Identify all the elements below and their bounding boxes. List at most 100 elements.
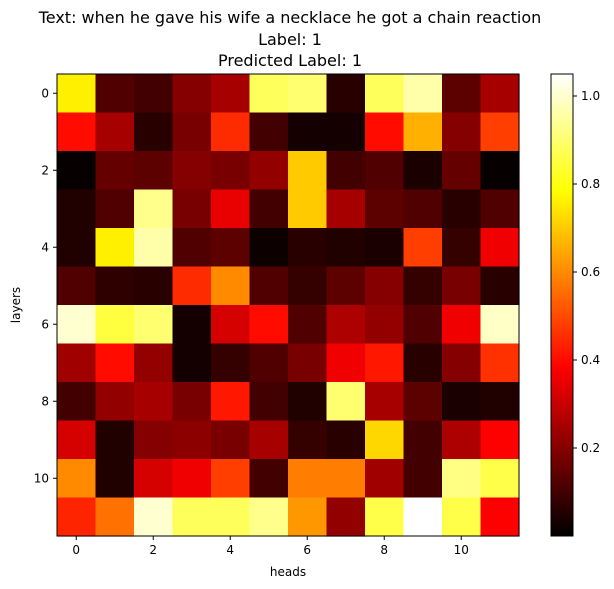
- colorbar-tick-label: 0.6: [581, 265, 600, 279]
- heatmap-cell-r11-c2: [134, 497, 174, 537]
- heatmap-cell-r8-c3: [172, 382, 212, 422]
- heatmap-cell-r0-c4: [211, 74, 251, 114]
- colorbar: [550, 73, 574, 537]
- heatmap-cell-r9-c8: [365, 420, 405, 460]
- heatmap-cell-r2-c10: [442, 151, 482, 191]
- heatmap-cell-r0-c11: [480, 74, 520, 114]
- heatmap-cell-r10-c0: [57, 459, 97, 499]
- heatmap-cell-r4-c4: [211, 228, 251, 268]
- colorbar-ticks: 0.2 0.4 0.6 0.8 1.0: [573, 89, 600, 455]
- heatmap-cell-r1-c2: [134, 112, 174, 152]
- heatmap-cell-r10-c6: [288, 459, 328, 499]
- x-tick-label: 8: [380, 543, 388, 557]
- heatmap-cell-r4-c2: [134, 228, 174, 268]
- heatmap-cell-r0-c6: [288, 74, 328, 114]
- heatmap-cell-r1-c11: [480, 112, 520, 152]
- chart-title-line-3: Predicted Label: 1: [217, 51, 362, 70]
- heatmap-cell-r8-c0: [57, 382, 97, 422]
- heatmap-cell-r6-c9: [403, 305, 443, 345]
- heatmap-cell-r11-c8: [365, 497, 405, 537]
- heatmap-cell-r4-c3: [172, 228, 212, 268]
- heatmap-cell-r7-c9: [403, 343, 443, 383]
- heatmap-cell-r8-c5: [249, 382, 289, 422]
- heatmap-cell-r0-c2: [134, 74, 174, 114]
- heatmap-cell-r2-c8: [365, 151, 405, 191]
- heatmap-cell-r7-c6: [288, 343, 328, 383]
- heatmap-cell-r4-c5: [249, 228, 289, 268]
- heatmap-cell-r6-c6: [288, 305, 328, 345]
- heatmap-cell-r5-c2: [134, 266, 174, 306]
- heatmap-cell-r11-c1: [95, 497, 135, 537]
- heatmap-cell-r10-c9: [403, 459, 443, 499]
- heatmap-cell-r11-c4: [211, 497, 251, 537]
- heatmap-cell-r4-c9: [403, 228, 443, 268]
- heatmap-cell-r2-c7: [326, 151, 366, 191]
- heatmap-cell-r10-c2: [134, 459, 174, 499]
- heatmap-cell-r7-c2: [134, 343, 174, 383]
- heatmap-cell-r6-c2: [134, 305, 174, 345]
- heatmap-cell-r9-c10: [442, 420, 482, 460]
- heatmap-cell-r8-c8: [365, 382, 405, 422]
- heatmap-cell-r3-c2: [134, 189, 174, 229]
- y-tick-label: 0: [41, 86, 49, 100]
- heatmap-cell-r7-c10: [442, 343, 482, 383]
- heatmap-cell-r11-c10: [442, 497, 482, 537]
- x-tick-label: 10: [454, 543, 469, 557]
- heatmap-cell-r0-c0: [57, 74, 97, 114]
- heatmap-cell-r10-c8: [365, 459, 405, 499]
- heatmap-cell-r6-c5: [249, 305, 289, 345]
- heatmap-cell-r7-c8: [365, 343, 405, 383]
- heatmap-cell-r5-c8: [365, 266, 405, 306]
- heatmap-cell-r0-c8: [365, 74, 405, 114]
- heatmap-cell-r0-c3: [172, 74, 212, 114]
- colorbar-tick-label: 0.4: [581, 353, 600, 367]
- heatmap-cell-r6-c10: [442, 305, 482, 345]
- heatmap-cell-r0-c1: [95, 74, 135, 114]
- heatmap-cell-r4-c8: [365, 228, 405, 268]
- heatmap-cell-r11-c11: [480, 497, 520, 537]
- heatmap-cell-r9-c2: [134, 420, 174, 460]
- heatmap-cell-r8-c10: [442, 382, 482, 422]
- heatmap-cell-r9-c9: [403, 420, 443, 460]
- heatmap-cell-r11-c7: [326, 497, 366, 537]
- heatmap-cell-r2-c0: [57, 151, 97, 191]
- heatmap-cell-r5-c10: [442, 266, 482, 306]
- heatmap-cell-r2-c1: [95, 151, 135, 191]
- y-tick-label: 10: [34, 471, 49, 485]
- heatmap-cell-r9-c7: [326, 420, 366, 460]
- heatmap-cell-r1-c10: [442, 112, 482, 152]
- heatmap-cell-r9-c3: [172, 420, 212, 460]
- heatmap-cell-r8-c1: [95, 382, 135, 422]
- heatmap-cell-r8-c9: [403, 382, 443, 422]
- heatmap-cell-r11-c0: [57, 497, 97, 537]
- heatmap-cell-r1-c7: [326, 112, 366, 152]
- heatmap-cell-r7-c11: [480, 343, 520, 383]
- heatmap-cell-r9-c1: [95, 420, 135, 460]
- y-axis-label: layers: [9, 287, 23, 323]
- heatmap-cell-r5-c7: [326, 266, 366, 306]
- heatmap-cell-r3-c8: [365, 189, 405, 229]
- heatmap-cell-r1-c9: [403, 112, 443, 152]
- heatmap-cell-r3-c6: [288, 189, 328, 229]
- heatmap-cell-r8-c7: [326, 382, 366, 422]
- heatmap-cell-r6-c4: [211, 305, 251, 345]
- y-axis-ticks: 0 2 4 6 8 10: [34, 86, 57, 485]
- heatmap-cell-r3-c11: [480, 189, 520, 229]
- heatmap-cell-r2-c11: [480, 151, 520, 191]
- y-tick-label: 4: [41, 240, 49, 254]
- heatmap-cell-r7-c5: [249, 343, 289, 383]
- heatmap-cell-r4-c1: [95, 228, 135, 268]
- heatmap-cell-r9-c11: [480, 420, 520, 460]
- x-tick-label: 6: [303, 543, 311, 557]
- colorbar-tick-label: 0.2: [581, 441, 600, 455]
- heatmap-cell-r7-c3: [172, 343, 212, 383]
- heatmap-cell-r5-c5: [249, 266, 289, 306]
- heatmap-cell-r8-c2: [134, 382, 174, 422]
- heatmap-cell-r0-c10: [442, 74, 482, 114]
- heatmap-cell-r5-c4: [211, 266, 251, 306]
- heatmap-cell-r8-c6: [288, 382, 328, 422]
- heatmap-cell-r4-c6: [288, 228, 328, 268]
- heatmap-cell-r5-c11: [480, 266, 520, 306]
- heatmap-cell-r1-c8: [365, 112, 405, 152]
